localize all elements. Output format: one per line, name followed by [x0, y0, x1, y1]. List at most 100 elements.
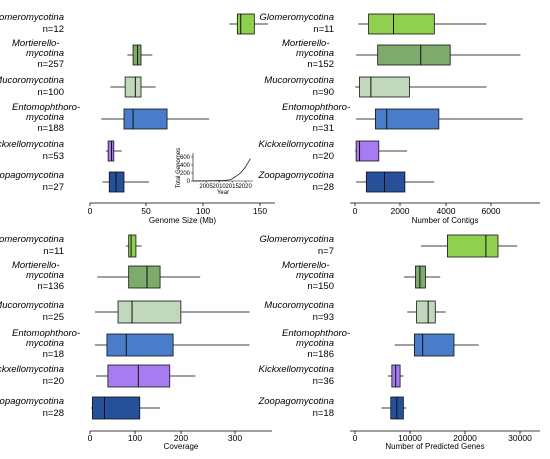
row-label: Mucoromycotina — [264, 75, 334, 86]
row-count: n=186 — [307, 349, 334, 360]
row-label: Kickxellomycotina — [259, 364, 335, 375]
row-count: n=28 — [43, 408, 64, 419]
x-tick-label: 150 — [253, 206, 267, 216]
inset-y-tick-label: 200 — [180, 171, 191, 177]
row-count: n=18 — [313, 408, 334, 419]
box — [446, 234, 499, 258]
x-tick-label: 100 — [196, 206, 210, 216]
box — [413, 333, 455, 357]
row-label: Glomeromycotina — [0, 12, 64, 23]
x-axis-label: Number of Predicted Genes — [385, 442, 484, 451]
box — [355, 140, 380, 162]
x-axis-label: Genome Size (Mb) — [149, 216, 216, 225]
x-tick-label: 30000 — [508, 433, 532, 443]
inset-y-tick-label: 0 — [187, 179, 191, 185]
row-label: Mucoromycotina — [264, 300, 334, 311]
row-count: n=20 — [43, 376, 64, 387]
box — [108, 171, 125, 193]
row-label: Entomophthoro- — [12, 328, 80, 339]
inset-chart: 2005 2010 2015 2020 0 200 400 600 Year Total Geno… — [176, 148, 253, 196]
box — [92, 396, 141, 420]
box — [124, 76, 142, 98]
row-count: n=136 — [37, 281, 64, 292]
row-count: n=257 — [37, 59, 64, 70]
row-label: Entomophthoro- — [12, 102, 80, 113]
row-label: Kickxellomycotina — [0, 364, 64, 375]
inset-series-line — [192, 158, 251, 182]
x-tick-label: 10000 — [398, 433, 422, 443]
x-tick-label: 20000 — [453, 433, 477, 443]
row-label: Glomeromycotina — [260, 12, 334, 23]
inset-x-tick-label: 2015 — [225, 184, 239, 190]
inset-y-tick-label: 400 — [180, 163, 191, 169]
row-label: Mortierello- — [282, 260, 330, 271]
row-count: n=31 — [313, 123, 334, 134]
row-label-cont: mycotina — [26, 112, 64, 123]
box — [132, 44, 142, 66]
x-tick-label: 2000 — [391, 206, 410, 216]
row-label: Entomophthoro- — [282, 102, 350, 113]
row-label-cont: mycotina — [296, 112, 334, 123]
row-count: n=28 — [313, 182, 334, 193]
row-label: Glomeromycotina — [260, 234, 334, 245]
x-tick-label: 4000 — [437, 206, 456, 216]
x-tick-label: 0 — [353, 206, 358, 216]
box — [368, 13, 435, 35]
x-tick-label: 0 — [88, 433, 93, 443]
x-tick-label: 300 — [228, 433, 242, 443]
x-axis-label: Coverage — [164, 442, 199, 451]
row-label: Mucoromycotina — [0, 75, 64, 86]
panel-coverage: Glomeromycotinan=11Mortierello-mycotinan… — [0, 234, 272, 451]
row-count: n=90 — [313, 87, 334, 98]
x-tick-label: 0 — [88, 206, 93, 216]
row-label: Glomeromycotina — [0, 234, 64, 245]
x-tick-label: 100 — [128, 433, 142, 443]
inset-y-label: Total Genomes — [176, 148, 182, 188]
panel-genome-size: Glomeromycotinan=12Mortierello-mycotinan… — [0, 12, 275, 225]
row-count: n=20 — [313, 151, 334, 162]
box — [236, 13, 255, 35]
row-label: Mortierello- — [12, 260, 60, 271]
row-count: n=152 — [307, 59, 334, 70]
row-label: Mucoromycotina — [0, 300, 64, 311]
row-count: n=12 — [43, 24, 64, 35]
box — [128, 234, 137, 258]
inset-x-label: Year — [217, 190, 229, 196]
row-count: n=53 — [43, 151, 64, 162]
inset-y-tick-label: 600 — [180, 155, 191, 161]
row-count: n=100 — [37, 87, 64, 98]
x-tick-label: 50 — [141, 206, 151, 216]
row-label-cont: mycotina — [26, 338, 64, 349]
row-label-cont: mycotina — [296, 338, 334, 349]
row-count: n=27 — [43, 182, 64, 193]
row-label: Kickxellomycotina — [259, 139, 335, 150]
row-label-cont: mycotina — [296, 270, 334, 281]
row-label: Mortierello- — [282, 38, 330, 49]
row-count: n=188 — [37, 123, 64, 134]
box — [377, 44, 451, 66]
row-label: Mortierello- — [12, 38, 60, 49]
box — [123, 108, 168, 130]
row-label-cont: mycotina — [26, 48, 64, 59]
box — [374, 108, 440, 130]
box — [415, 265, 426, 289]
panel-predicted-genes: Glomeromycotinan=7Mortierello-mycotinan=… — [257, 234, 540, 451]
row-count: n=25 — [43, 312, 64, 323]
